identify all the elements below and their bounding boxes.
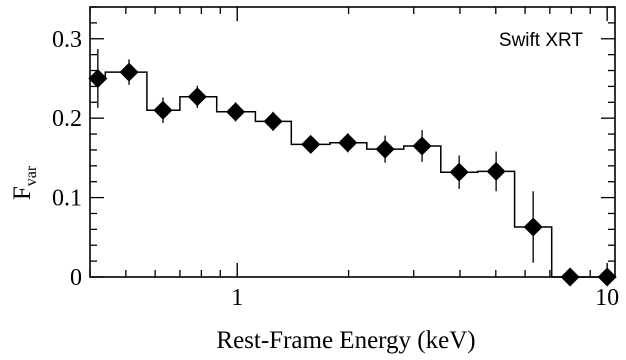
x-tick-label: 10 [595,285,619,311]
instrument-annotation: Swift XRT [499,30,584,51]
y-axis-label-sub: var [23,165,40,186]
error-bars [97,49,534,263]
y-axis-label: Fvar [9,165,40,200]
data-point [338,133,358,153]
data-markers [88,62,617,287]
data-point [263,111,283,131]
y-tick-label: 0 [70,265,82,291]
step-histogram [90,71,615,278]
data-point [486,161,506,181]
data-point [88,68,108,88]
y-tick-label: 0.2 [52,106,82,132]
data-point [375,139,395,159]
data-point [153,100,173,120]
svg-text:Fvar: Fvar [9,165,40,200]
x-axis-ticks: 1 10 [89,7,619,311]
x-axis-label: Rest-Frame Energy (keV) [216,327,475,354]
data-point [119,62,139,82]
data-point [301,134,321,154]
data-point [523,217,543,237]
y-axis-label-main: F [9,186,36,200]
data-point [226,102,246,122]
y-tick-label: 0.3 [52,27,82,53]
data-point [187,87,207,107]
x-tick-label: 1 [231,285,243,311]
y-axis-ticks: 0 0.1 0.2 0.3 [52,6,615,291]
data-point [412,136,432,156]
step-line [90,71,615,278]
plot-frame [89,6,616,278]
y-tick-label: 0.1 [52,186,82,212]
data-point [449,162,469,182]
